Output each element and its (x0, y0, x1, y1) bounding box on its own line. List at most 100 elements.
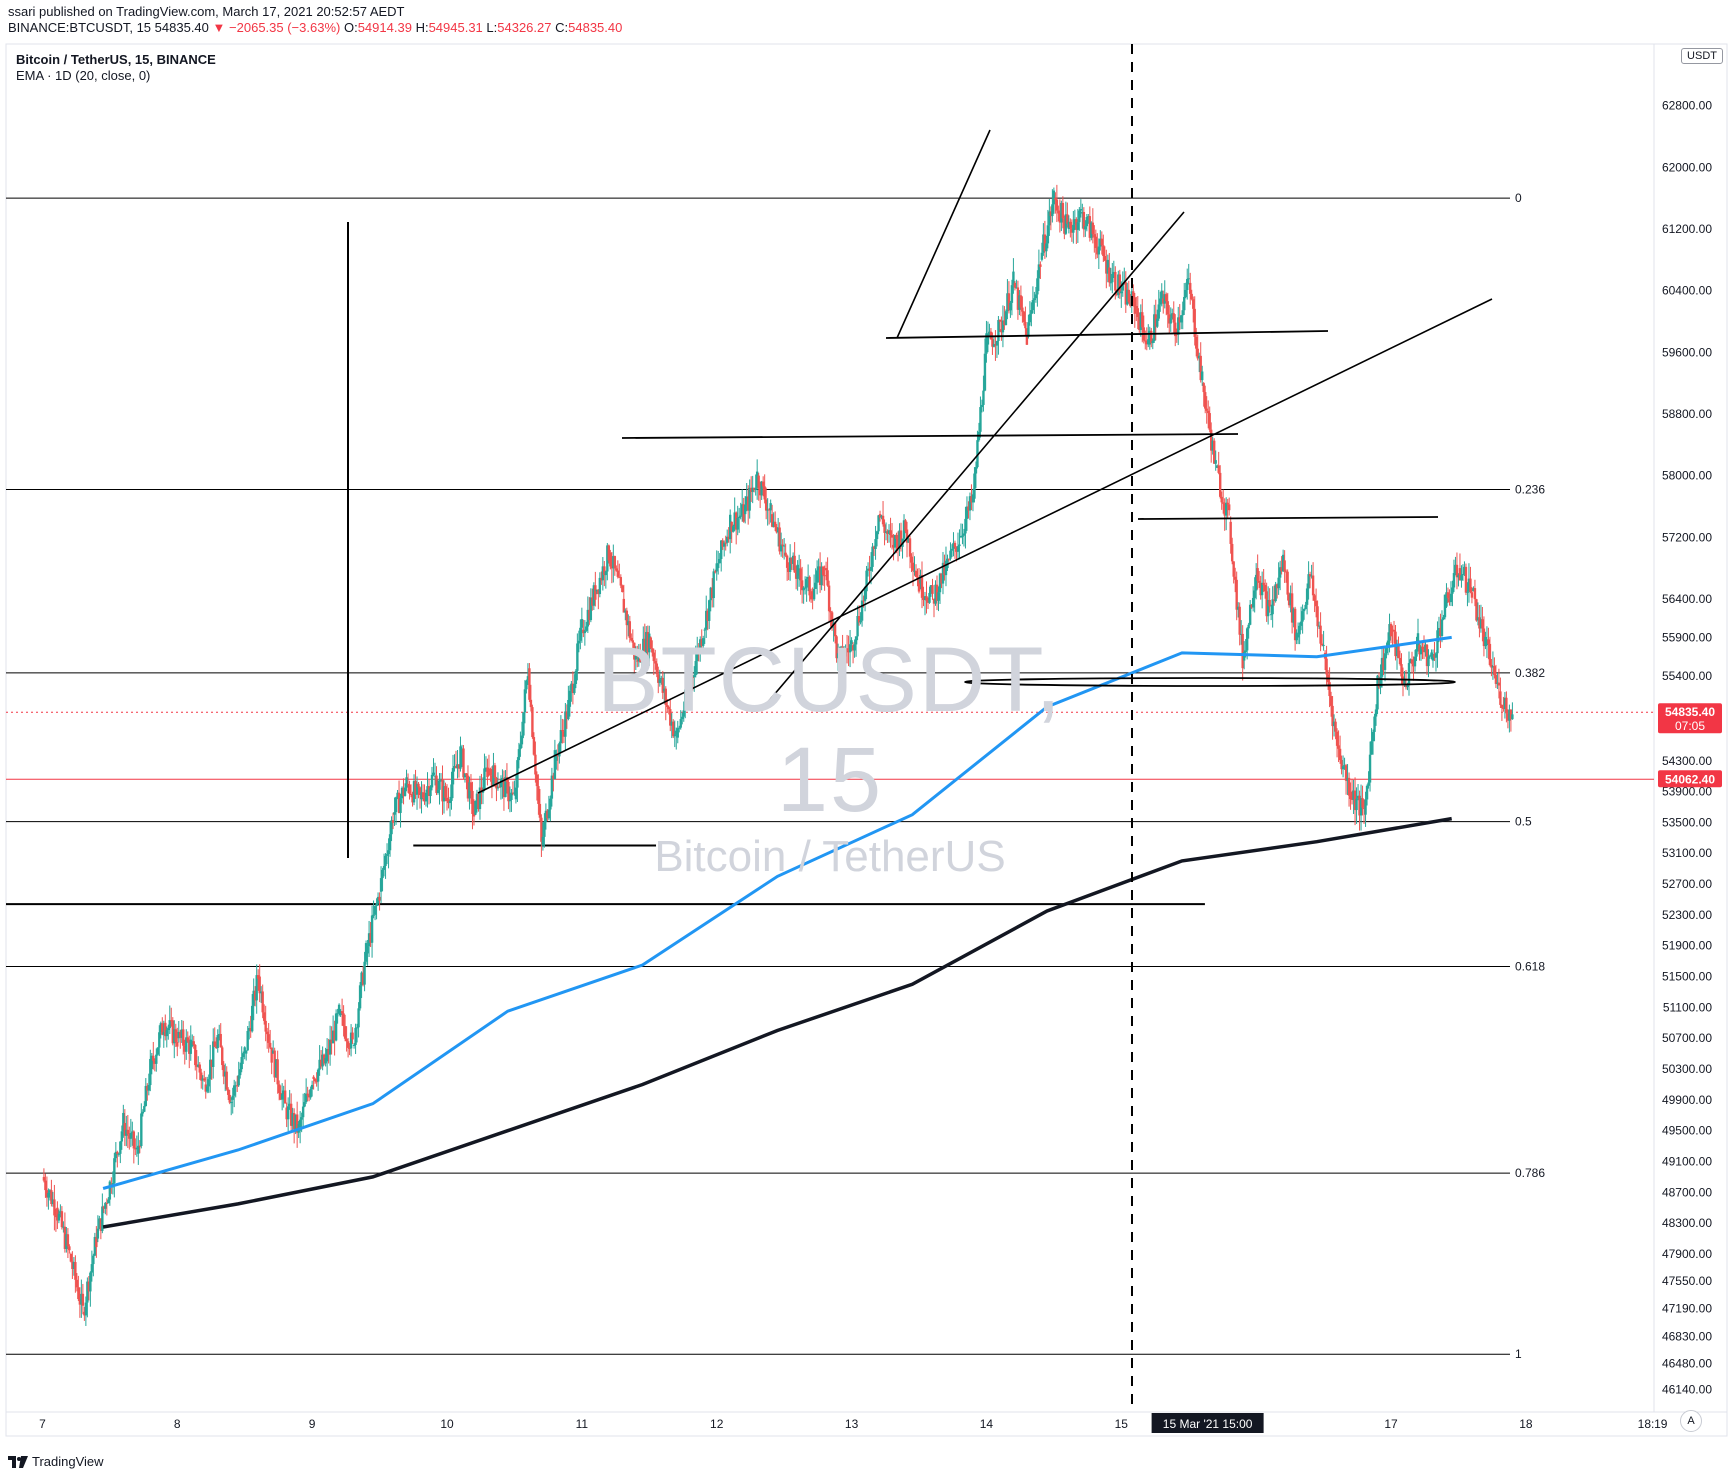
candle-body (250, 1005, 254, 1032)
candle-body (1443, 594, 1447, 618)
candle-body (316, 1069, 320, 1082)
candle-body (1109, 282, 1113, 284)
candle-body (1202, 383, 1205, 393)
candle-body (274, 1059, 278, 1078)
candle-body (1397, 643, 1400, 658)
candle-body (982, 390, 985, 405)
candle-body (535, 774, 539, 787)
candle-body (468, 782, 471, 799)
candle-body (1030, 310, 1033, 315)
rising-trendline-long[interactable] (477, 298, 1493, 794)
candle-body (797, 568, 801, 576)
candle-body (496, 786, 500, 789)
candle-body (1362, 807, 1366, 810)
candle-body (1159, 298, 1162, 305)
candle-body (865, 570, 868, 592)
candle-body (1144, 340, 1147, 342)
candle-body (636, 660, 639, 662)
candle-body (709, 587, 712, 601)
candle-body (838, 648, 841, 661)
resistance-line-top[interactable] (885, 330, 1329, 339)
candle-body (818, 566, 822, 586)
open-label: O: (343, 20, 358, 35)
candle-body (47, 1192, 50, 1198)
candle-body (934, 584, 937, 604)
wedge-trendline[interactable] (896, 129, 991, 339)
candle-body (346, 1041, 350, 1048)
candle-body (1088, 216, 1092, 238)
candle-body (369, 933, 372, 943)
candle-body (567, 699, 570, 720)
candle-body (1058, 213, 1062, 223)
candle-body (80, 1293, 83, 1305)
candle-body (712, 571, 715, 599)
candle-body (1452, 573, 1456, 588)
candle-body (1344, 765, 1348, 781)
low-label: L: (486, 20, 498, 35)
fib-level-label: 0.786 (1515, 1166, 1545, 1180)
candle-body (543, 821, 546, 837)
resistance-line-mid[interactable] (621, 433, 1239, 439)
candle-body (396, 792, 399, 798)
candle-body (1254, 574, 1258, 591)
candle-body (1036, 278, 1039, 295)
drawings[interactable] (347, 44, 1493, 1412)
candle-body (1045, 243, 1048, 252)
candle-body (997, 320, 1000, 342)
candle-body (706, 610, 709, 621)
fib-retracement[interactable]: 0 0.236 0.382 0.5 0.618 0.786 1 (6, 191, 1545, 1361)
candle-body (149, 1058, 152, 1086)
currency-badge[interactable]: USDT (1681, 48, 1723, 64)
candle-body (955, 547, 958, 552)
candle-body (1469, 578, 1472, 593)
horizontal-lines[interactable] (6, 711, 1654, 906)
rising-trendline-steep[interactable] (761, 211, 1185, 710)
candle-body (267, 1034, 270, 1043)
candle-body (1350, 791, 1354, 800)
candle-body (547, 809, 551, 819)
price-tick-label: 53100.00 (1662, 846, 1712, 860)
candle-body (884, 531, 888, 533)
candle-body (697, 648, 700, 654)
candle-body (357, 1008, 360, 1028)
candle-body (1250, 604, 1253, 608)
ohlc-line: BINANCE:BTCUSDT, 15 54835.40 ▼ −2065.35 … (8, 20, 622, 36)
candle-body (432, 772, 435, 775)
candle-body (1133, 297, 1136, 314)
auto-scale-button[interactable]: A (1680, 1410, 1702, 1432)
candle-body (107, 1199, 110, 1204)
publish-info: ssari published on TradingView.com, Marc… (8, 4, 405, 19)
price-axis[interactable]: 62800.00 62000.00 61200.00 60400.00 59600.00… (1662, 99, 1712, 1397)
candle-body (486, 767, 489, 778)
legend-indicator: EMA · 1D (20, close, 0) (16, 68, 151, 83)
candle-body (640, 661, 643, 663)
candle-body (1115, 290, 1119, 295)
candle-body (844, 648, 847, 657)
candle-body (1064, 214, 1068, 234)
candle-body (1181, 310, 1184, 316)
candle-body (613, 556, 617, 569)
candle-body (794, 572, 798, 579)
candle-body (164, 1022, 167, 1037)
candle-body (562, 731, 566, 737)
candle-body (1275, 584, 1279, 589)
candle-body (1220, 496, 1223, 503)
candle-body (89, 1272, 92, 1292)
candle-body (1244, 650, 1247, 653)
candle-body (723, 542, 726, 547)
candle-body (944, 560, 948, 576)
footer: TradingView (8, 1454, 104, 1469)
candle-body (173, 1029, 176, 1044)
price-tick-label: 50700.00 (1662, 1031, 1712, 1045)
candle-body (216, 1034, 219, 1049)
candle-body (1340, 760, 1343, 770)
candle-body (1227, 504, 1231, 511)
candle-body (788, 557, 792, 572)
support-ellipse[interactable] (964, 677, 1456, 687)
price-tick-label: 62000.00 (1662, 160, 1712, 174)
candle-body (1242, 652, 1246, 661)
candle-body (292, 1113, 296, 1130)
range-high-line[interactable] (1137, 516, 1439, 520)
